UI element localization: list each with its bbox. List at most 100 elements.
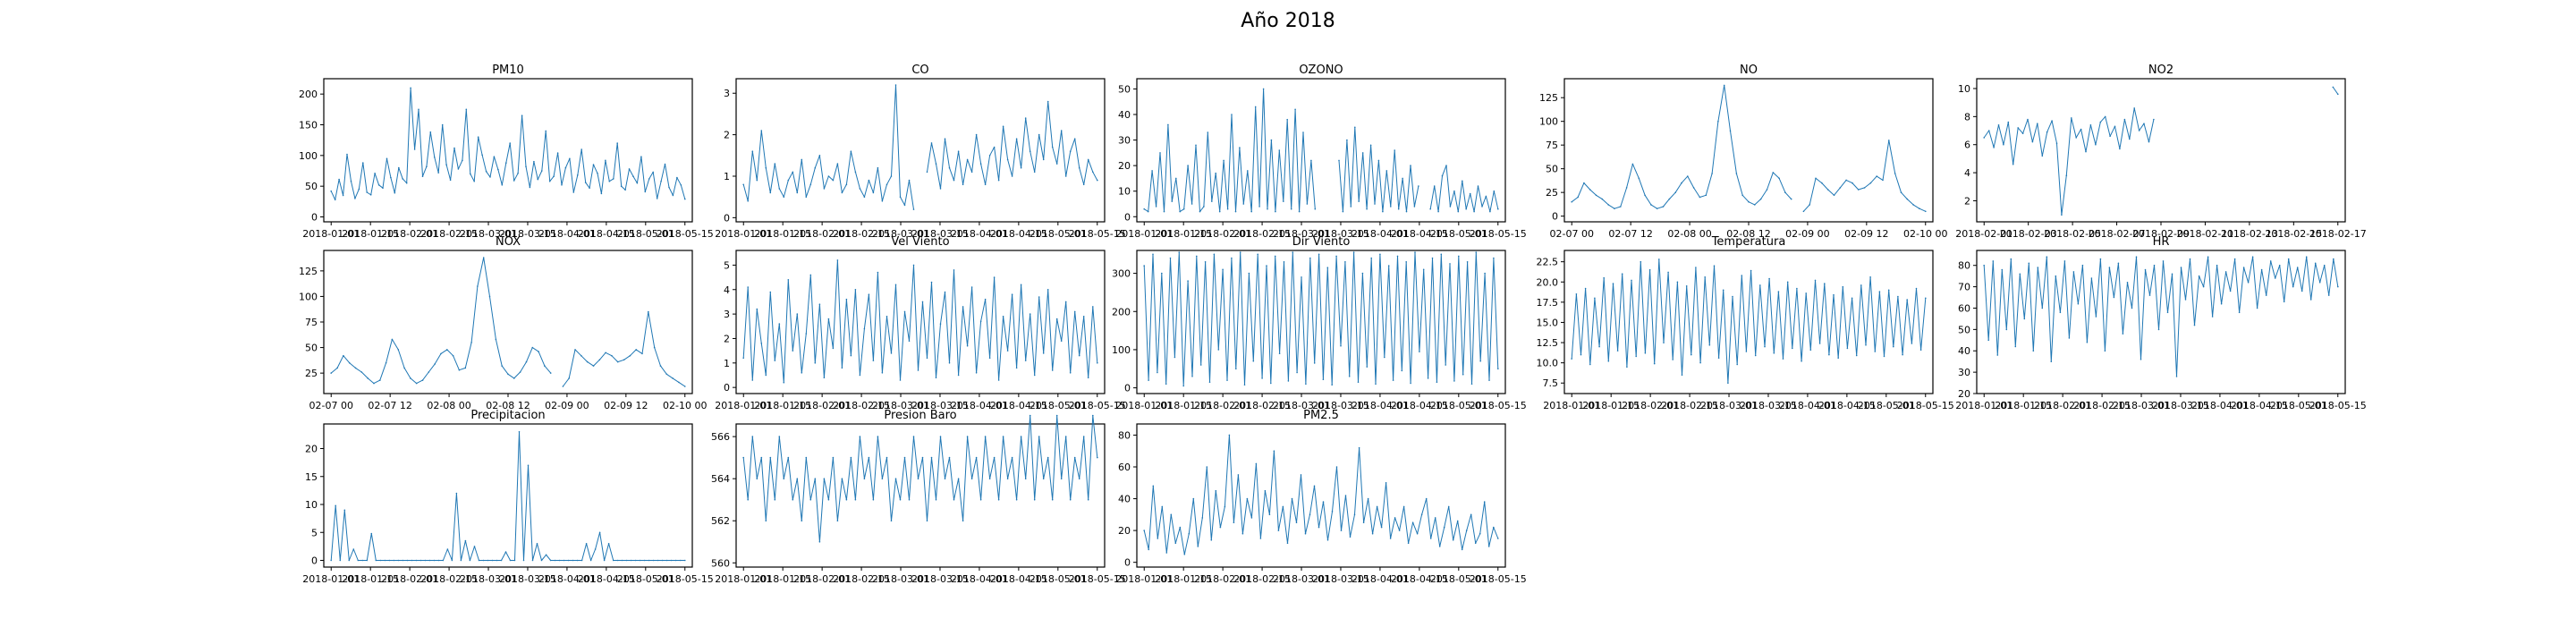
data-point xyxy=(1736,363,1738,366)
x-tick-label: 2018-03-01 xyxy=(460,573,517,585)
data-point xyxy=(2138,130,2140,131)
data-point xyxy=(636,182,639,184)
data-point xyxy=(1006,350,1009,352)
data-point xyxy=(1809,349,1812,352)
data-point xyxy=(1038,296,1040,298)
data-point xyxy=(1845,179,1847,182)
data-point xyxy=(2063,260,2066,262)
data-point xyxy=(774,360,776,361)
data-point xyxy=(912,208,915,210)
subplot: OZONO010203040502018-01-012018-01-152018… xyxy=(1115,64,1526,240)
data-point xyxy=(2072,271,2075,273)
data-point xyxy=(787,179,790,182)
data-point xyxy=(525,165,527,167)
data-point xyxy=(2007,121,2010,123)
data-point xyxy=(643,559,646,562)
data-point xyxy=(1888,140,1890,141)
data-point xyxy=(1078,166,1080,169)
data-point xyxy=(1692,187,1695,189)
data-point xyxy=(621,559,623,562)
data-point xyxy=(921,301,924,303)
data-point xyxy=(394,191,396,194)
data-point xyxy=(1340,530,1343,531)
data-point xyxy=(1466,261,1469,263)
subplot: CO01232018-01-012018-01-152018-02-012018… xyxy=(715,64,1125,240)
data-point xyxy=(505,162,507,164)
x-tick-label: 2018-05-15 xyxy=(1470,228,1527,240)
data-point xyxy=(541,170,543,172)
y-tick-label: 15 xyxy=(305,471,318,483)
data-point xyxy=(513,180,515,182)
data-point xyxy=(358,188,360,191)
data-point xyxy=(1732,295,1733,298)
data-point xyxy=(428,371,430,373)
data-point xyxy=(2162,260,2165,262)
data-point xyxy=(1020,166,1022,169)
data-point xyxy=(1247,170,1249,172)
data-point xyxy=(616,360,619,363)
data-point xyxy=(1374,203,1376,205)
data-point xyxy=(670,559,673,562)
x-tick-label: 2018-03-15 xyxy=(499,573,556,585)
axes-frame xyxy=(323,250,693,394)
data-point xyxy=(2224,271,2227,273)
data-point xyxy=(1046,100,1049,103)
data-point xyxy=(545,554,547,556)
data-point xyxy=(1429,538,1432,539)
data-point xyxy=(751,379,754,381)
y-tick-label: 25 xyxy=(1546,187,1558,199)
data-point xyxy=(1621,273,1623,275)
x-tick-label: 2018-02-09 xyxy=(2132,228,2190,240)
y-tick-label: 40 xyxy=(1118,109,1131,121)
axes-frame xyxy=(1136,423,1506,568)
data-point xyxy=(2027,118,2029,121)
data-point xyxy=(1828,353,1830,356)
axes-frame xyxy=(735,423,1106,568)
x-tick-label: 2018-02-01 xyxy=(1622,400,1679,411)
subplot-title: NO xyxy=(1740,64,1758,77)
data-point xyxy=(335,504,337,507)
data-point xyxy=(1060,130,1063,131)
y-tick-label: 2 xyxy=(724,130,730,141)
data-point xyxy=(1493,257,1495,259)
data-point xyxy=(845,298,848,301)
x-tick-label: 2018-01-01 xyxy=(715,573,772,585)
data-point xyxy=(1422,268,1425,271)
x-tick-label: 2018-04-01 xyxy=(951,573,1008,585)
x-tick-label: 2018-03-15 xyxy=(911,573,969,585)
data-point xyxy=(1362,521,1365,523)
data-point xyxy=(586,360,589,363)
data-point xyxy=(1644,352,1647,354)
data-point xyxy=(1987,130,1990,131)
data-point xyxy=(334,199,336,201)
data-point xyxy=(674,559,677,562)
data-point xyxy=(1033,374,1036,377)
x-tick-label: 2018-03-01 xyxy=(2113,400,2170,411)
data-point xyxy=(1239,251,1241,253)
data-point xyxy=(997,498,1000,501)
data-point xyxy=(625,559,628,562)
data-point xyxy=(2337,285,2339,288)
data-point xyxy=(608,180,611,182)
data-point xyxy=(1064,301,1067,303)
data-point xyxy=(562,386,564,387)
y-tick-label: 0 xyxy=(724,382,730,394)
axes-frame xyxy=(1136,250,1506,394)
x-tick-label: 2018-05-01 xyxy=(1858,400,1915,411)
data-point xyxy=(850,150,852,152)
data-point xyxy=(545,130,547,132)
data-point xyxy=(886,456,888,459)
data-point xyxy=(859,374,861,377)
data-point xyxy=(1087,377,1089,379)
x-tick-label: 2018-02-01 xyxy=(793,228,851,240)
data-point xyxy=(1199,210,1201,213)
series-line xyxy=(1143,88,1499,213)
data-point xyxy=(1350,206,1352,208)
data-point xyxy=(765,374,767,377)
data-point xyxy=(1163,210,1165,213)
data-point xyxy=(653,346,656,349)
data-point xyxy=(1705,194,1707,197)
data-point xyxy=(1589,363,1591,366)
y-tick-label: 0 xyxy=(1124,211,1131,223)
data-point xyxy=(665,559,668,562)
